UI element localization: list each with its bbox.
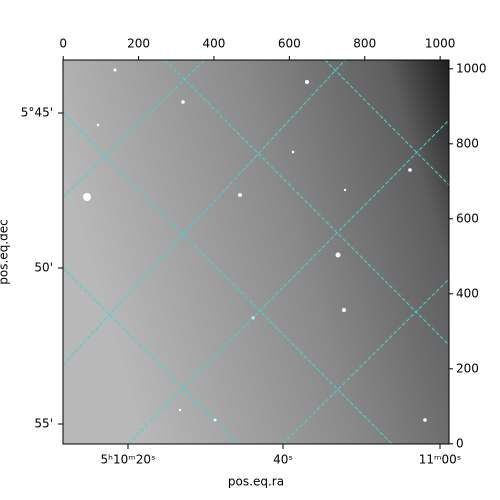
right-tick-label: 200 [456,361,479,375]
right-tick-label: 400 [456,286,479,300]
top-tick-label: 800 [353,37,376,51]
sky-image [63,60,449,444]
right-tick-label: 1000 [456,61,487,75]
top-tick-label: 400 [203,37,226,51]
top-tick-label: 1000 [425,37,456,51]
y-axis-label: pos.eq.dec [0,219,11,284]
coordinate-grid [63,60,449,444]
ra-tick-label: 5ʰ10ᵐ20ˢ [101,453,156,467]
ra-tick-label: 40ˢ [273,453,293,467]
x-axis-label: pos.eq.ra [228,475,284,489]
axes-frame [62,59,450,445]
dec-tick-label: 55' [34,417,53,431]
ra-tick-label: 11ᵐ00ˢ [419,453,462,467]
dec-tick-label: 5°45' [21,106,53,120]
dec-tick-label: 50' [34,261,53,275]
right-tick-label: 0 [456,436,464,450]
right-tick-label: 600 [456,211,479,225]
top-tick-label: 0 [59,37,67,51]
right-tick-label: 800 [456,136,479,150]
top-tick-label: 200 [127,37,150,51]
top-tick-label: 600 [278,37,301,51]
